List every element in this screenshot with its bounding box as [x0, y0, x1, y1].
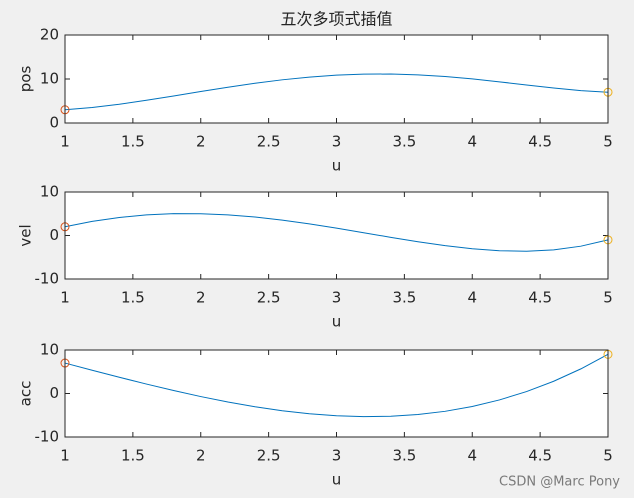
x-axis-label: u [332, 157, 342, 175]
data-line [64, 73, 609, 111]
x-tick-label: 3 [332, 289, 342, 307]
x-tick-label: 1.5 [121, 447, 145, 465]
x-tick-label: 5 [603, 133, 613, 151]
x-tick-label: 2 [196, 447, 206, 465]
axes-box [64, 349, 609, 438]
x-tick-label: 1.5 [121, 133, 145, 151]
y-tick-label: 10 [40, 70, 59, 88]
x-tick-label: 4 [467, 447, 477, 465]
x-tick-label: 3.5 [392, 447, 416, 465]
x-axis-label: u [332, 313, 342, 331]
x-tick-label: 1 [60, 289, 70, 307]
axes-box [64, 191, 609, 280]
x-tick-label: 2.5 [257, 289, 281, 307]
x-tick-label: 4.5 [528, 133, 552, 151]
axes-background [65, 35, 608, 123]
y-tick-label: -10 [35, 428, 60, 446]
y-axis-label: vel [17, 224, 35, 246]
x-tick-label: 2 [196, 133, 206, 151]
x-tick-label: 1.5 [121, 289, 145, 307]
axes-box [64, 34, 609, 124]
x-tick-label: 3.5 [392, 133, 416, 151]
data-line [64, 353, 609, 418]
y-axis-label: pos [17, 66, 35, 93]
x-tick-label: 2.5 [257, 447, 281, 465]
x-tick-label: 2.5 [257, 133, 281, 151]
x-tick-label: 5 [603, 447, 613, 465]
y-tick-label: 10 [40, 341, 59, 359]
x-axis-label: u [332, 471, 342, 489]
y-tick-label: 10 [40, 183, 59, 201]
y-tick-label: 20 [40, 26, 59, 44]
axes-background [65, 350, 608, 437]
x-tick-label: 5 [603, 289, 613, 307]
y-tick-label: 0 [49, 226, 59, 244]
x-tick-label: 1 [60, 133, 70, 151]
chart-title: 五次多项式插值 [280, 10, 392, 29]
x-tick-label: 3 [332, 133, 342, 151]
watermark: CSDN @Marc Pony [499, 475, 620, 490]
y-tick-label: 0 [49, 384, 59, 402]
x-tick-label: 4 [467, 133, 477, 151]
x-tick-label: 1 [60, 447, 70, 465]
y-tick-label: -10 [35, 270, 60, 288]
x-tick-label: 3 [332, 447, 342, 465]
x-tick-label: 4.5 [528, 289, 552, 307]
data-line [64, 213, 609, 252]
x-tick-label: 4.5 [528, 447, 552, 465]
y-tick-label: 0 [49, 114, 59, 132]
axes-background [65, 192, 608, 279]
x-tick-label: 2 [196, 289, 206, 307]
x-tick-label: 4 [467, 289, 477, 307]
y-axis-label: acc [17, 381, 35, 407]
x-tick-label: 3.5 [392, 289, 416, 307]
